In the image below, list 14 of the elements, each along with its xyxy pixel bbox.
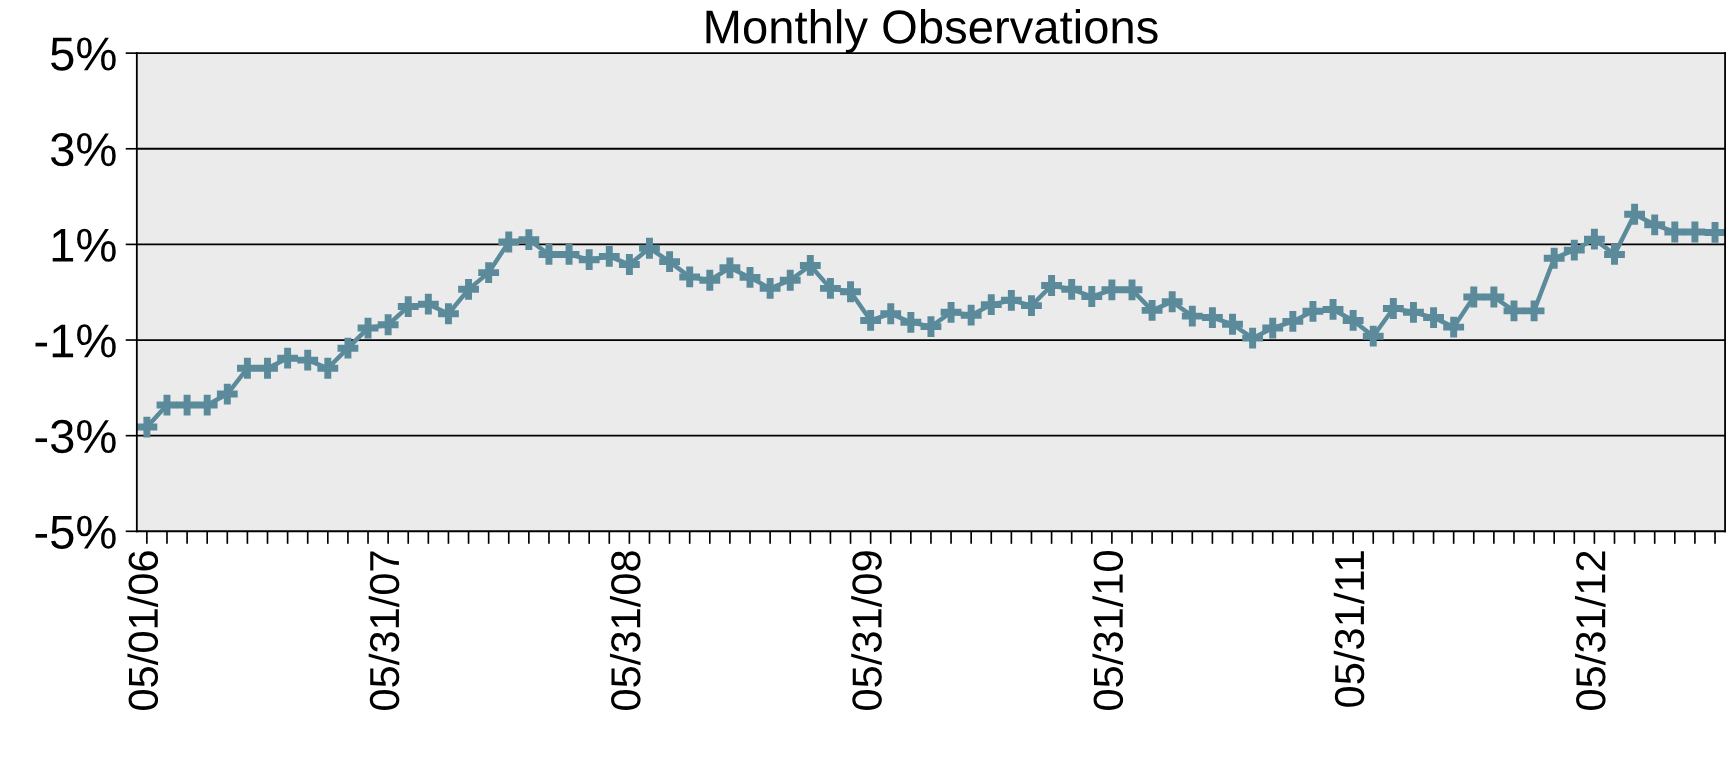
y-tick-label: -1% <box>35 324 116 358</box>
y-tick-label: -3% <box>35 419 116 454</box>
x-tick-label: 05/31/12 <box>1574 551 1606 710</box>
x-tick-label: 05/31/10 <box>1092 550 1124 710</box>
x-tick-label: 05/01/06 <box>127 551 159 710</box>
y-tick-label: 3% <box>50 132 116 167</box>
y-tick-label: 5% <box>51 37 116 71</box>
y-tick-label: -5% <box>35 515 116 549</box>
x-tick-label: 05/31/11 <box>1333 551 1365 707</box>
x-tick-label: 05/31/09 <box>851 551 882 710</box>
x-tick-label: 05/31/08 <box>609 551 641 710</box>
y-tick-label: 1% <box>52 228 116 262</box>
chart-title: Monthly Observations <box>706 9 1158 54</box>
x-tick-label: 05/31/07 <box>368 551 400 710</box>
